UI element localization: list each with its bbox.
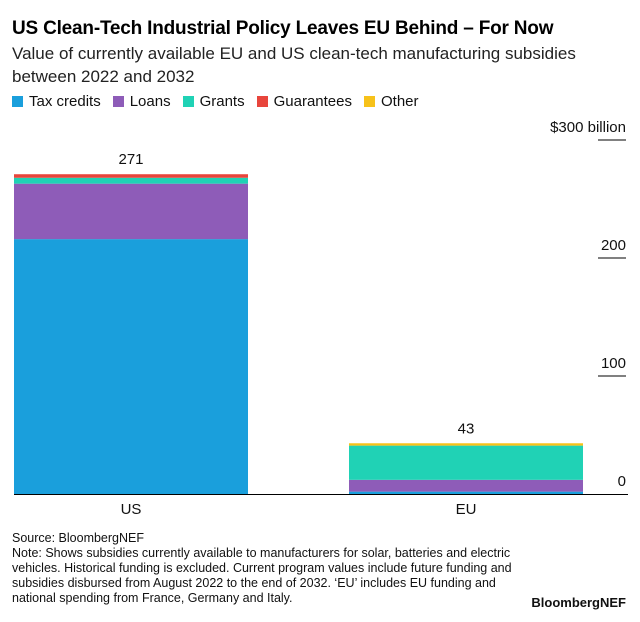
legend-label: Other <box>380 93 419 110</box>
x-category-label: US <box>121 501 142 518</box>
note-text: Note: Shows subsidies currently availabl… <box>12 546 512 605</box>
y-tick-label: 100 <box>601 355 626 372</box>
bar-segment-tax-credits <box>349 491 583 494</box>
source-text: Source: BloombergNEF <box>12 531 145 545</box>
legend-item-other: Other <box>363 93 419 110</box>
brand-logo: BloombergNEF <box>531 595 626 610</box>
x-category-label: EU <box>456 501 477 518</box>
y-tick-label: 200 <box>601 237 626 254</box>
legend-swatch <box>182 96 194 107</box>
y-tick-label: 0 <box>618 473 626 490</box>
legend-swatch <box>12 96 23 107</box>
bar-segment-grants <box>14 177 248 184</box>
bar-segment-tax-credits <box>14 239 248 494</box>
legend-swatch <box>112 96 124 107</box>
legend-item-loans: Loans <box>112 93 171 110</box>
bar-segment-guarantees <box>14 174 248 178</box>
legend-label: Loans <box>129 93 171 110</box>
bar-segment-loans <box>349 479 583 492</box>
bar-total-label: 43 <box>458 420 475 437</box>
legend-swatch <box>363 96 375 107</box>
legend: Tax credits Loans Grants Guarantees Othe… <box>12 93 431 110</box>
legend-label: Guarantees <box>273 93 352 110</box>
legend-swatch <box>256 96 268 107</box>
chart-title: US Clean-Tech Industrial Policy Leaves E… <box>12 18 554 39</box>
y-tick-label: $300 billion <box>550 119 626 136</box>
chart-subtitle: Value of currently available EU and US c… <box>12 44 576 86</box>
legend-item-tax-credits: Tax credits <box>12 93 101 110</box>
legend-item-grants: Grants <box>182 93 245 110</box>
bar-segment-loans <box>14 183 248 240</box>
bar-total-label: 271 <box>118 151 143 168</box>
legend-label: Grants <box>199 93 245 110</box>
bar-segment-grants <box>349 445 583 480</box>
bar-segment-other <box>349 443 583 446</box>
legend-item-guarantees: Guarantees <box>256 93 352 110</box>
footer: Source: BloombergNEF Note: Shows subsidi… <box>12 531 512 606</box>
legend-label: Tax credits <box>29 93 101 110</box>
